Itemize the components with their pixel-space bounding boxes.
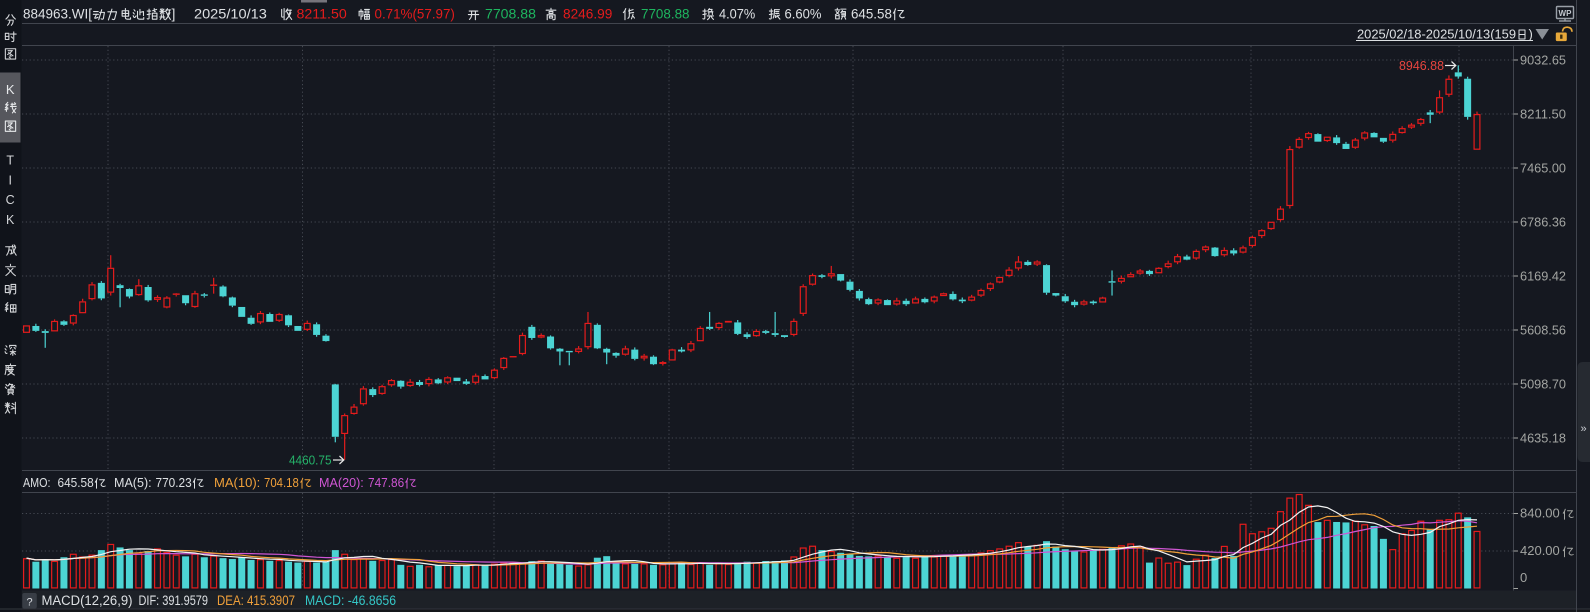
svg-text:7708.88: 7708.88 bbox=[485, 6, 536, 22]
svg-text:0: 0 bbox=[1520, 570, 1527, 585]
svg-text:DEA: 415.3907: DEA: 415.3907 bbox=[217, 593, 295, 608]
svg-text:6.60%: 6.60% bbox=[785, 6, 822, 22]
svg-text:): ) bbox=[1529, 27, 1533, 42]
svg-text:8246.99: 8246.99 bbox=[563, 6, 613, 22]
svg-text:T: T bbox=[6, 154, 14, 168]
svg-text:645.58: 645.58 bbox=[851, 6, 892, 22]
svg-text:K: K bbox=[6, 82, 15, 97]
svg-text:]: ] bbox=[172, 6, 176, 22]
svg-text:6786.36: 6786.36 bbox=[1520, 215, 1566, 230]
svg-text:WP: WP bbox=[1559, 9, 1573, 18]
svg-text:884963.WI[: 884963.WI[ bbox=[23, 6, 92, 22]
svg-text:»: » bbox=[1580, 423, 1586, 435]
svg-text:MACD(12,26,9): MACD(12,26,9) bbox=[42, 593, 133, 608]
svg-text:2025/02/18-2025/10/13(159: 2025/02/18-2025/10/13(159 bbox=[1357, 27, 1516, 42]
svg-text:645.58: 645.58 bbox=[58, 475, 94, 490]
svg-text:8211.50: 8211.50 bbox=[1520, 107, 1566, 122]
svg-text:MACD: -46.8656: MACD: -46.8656 bbox=[305, 593, 396, 608]
svg-text:MA(5):: MA(5): bbox=[114, 475, 152, 490]
svg-text:K: K bbox=[6, 213, 15, 227]
svg-text:5608.56: 5608.56 bbox=[1520, 323, 1566, 338]
svg-text:I: I bbox=[8, 174, 11, 188]
svg-text:770.23: 770.23 bbox=[156, 475, 192, 490]
svg-text:5098.70: 5098.70 bbox=[1520, 377, 1566, 392]
svg-text:4460.75: 4460.75 bbox=[289, 453, 332, 468]
svg-text:MA(10):: MA(10): bbox=[214, 475, 260, 490]
svg-text:4635.18: 4635.18 bbox=[1520, 431, 1566, 446]
svg-text:2025/10/13: 2025/10/13 bbox=[194, 6, 267, 22]
svg-text:7708.88: 7708.88 bbox=[641, 6, 690, 22]
svg-text:0.71%(57.97): 0.71%(57.97) bbox=[375, 6, 455, 22]
svg-text:?: ? bbox=[26, 596, 32, 608]
svg-text:C: C bbox=[6, 193, 15, 207]
svg-text:704.18: 704.18 bbox=[264, 475, 299, 490]
svg-text:420.00: 420.00 bbox=[1520, 543, 1560, 558]
svg-text:9032.65: 9032.65 bbox=[1520, 53, 1566, 68]
svg-text:AMO:: AMO: bbox=[23, 475, 51, 490]
svg-text:8946.88: 8946.88 bbox=[1399, 58, 1444, 73]
svg-text:7465.00: 7465.00 bbox=[1520, 161, 1566, 176]
svg-text:840.00: 840.00 bbox=[1520, 506, 1560, 521]
svg-text:4.07%: 4.07% bbox=[719, 6, 755, 22]
svg-text:MA(20):: MA(20): bbox=[319, 475, 364, 490]
svg-text:747.86: 747.86 bbox=[368, 475, 404, 490]
svg-text:DIF: 391.9579: DIF: 391.9579 bbox=[139, 593, 209, 608]
svg-text:6169.42: 6169.42 bbox=[1520, 269, 1566, 284]
svg-text:8211.50: 8211.50 bbox=[297, 6, 348, 22]
